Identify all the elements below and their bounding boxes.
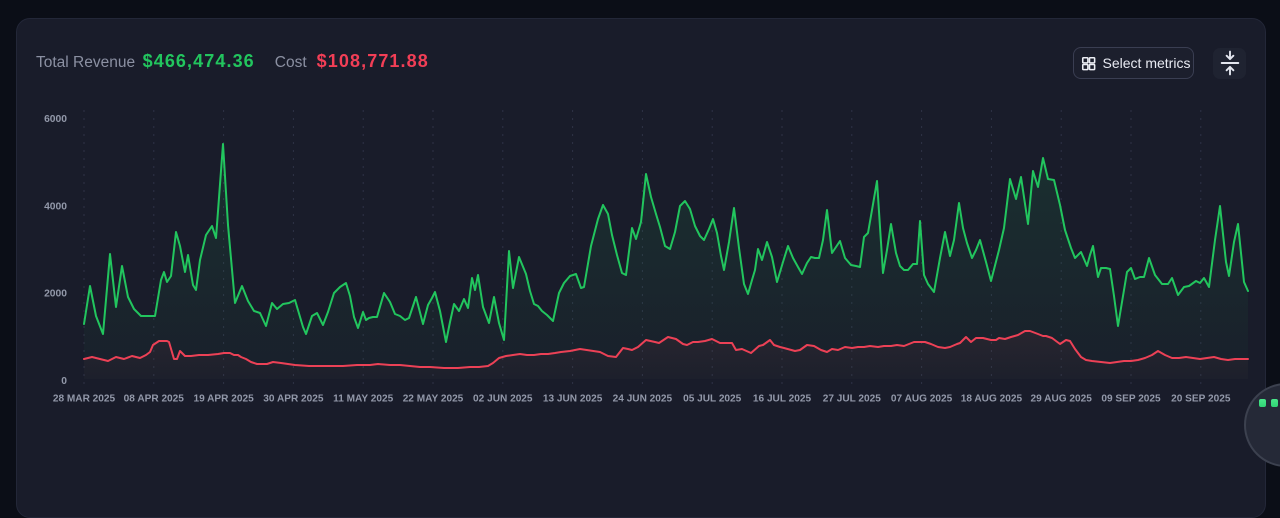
svg-text:16 JUL 2025: 16 JUL 2025	[753, 393, 812, 404]
svg-text:18 AUG 2025: 18 AUG 2025	[961, 393, 1023, 404]
svg-text:22 MAY 2025: 22 MAY 2025	[403, 393, 464, 404]
svg-text:05 JUL 2025: 05 JUL 2025	[683, 393, 742, 404]
svg-text:0: 0	[61, 376, 67, 387]
svg-text:28 MAR 2025: 28 MAR 2025	[53, 393, 116, 404]
svg-text:07 AUG 2025: 07 AUG 2025	[891, 393, 953, 404]
svg-text:20 SEP 2025: 20 SEP 2025	[1171, 393, 1231, 404]
svg-text:19 APR 2025: 19 APR 2025	[193, 393, 254, 404]
svg-text:11 MAY 2025: 11 MAY 2025	[333, 393, 393, 404]
svg-text:29 AUG 2025: 29 AUG 2025	[1031, 393, 1093, 404]
svg-text:27 JUL 2025: 27 JUL 2025	[823, 393, 882, 404]
svg-text:30 APR 2025: 30 APR 2025	[263, 393, 324, 404]
svg-text:02 JUN 2025: 02 JUN 2025	[473, 393, 533, 404]
svg-text:4000: 4000	[44, 201, 67, 212]
svg-text:2000: 2000	[44, 289, 67, 300]
svg-text:6000: 6000	[44, 114, 67, 125]
svg-text:09 SEP 2025: 09 SEP 2025	[1101, 393, 1161, 404]
svg-text:13 JUN 2025: 13 JUN 2025	[543, 393, 603, 404]
svg-text:08 APR 2025: 08 APR 2025	[124, 393, 185, 404]
svg-text:24 JUN 2025: 24 JUN 2025	[613, 393, 673, 404]
